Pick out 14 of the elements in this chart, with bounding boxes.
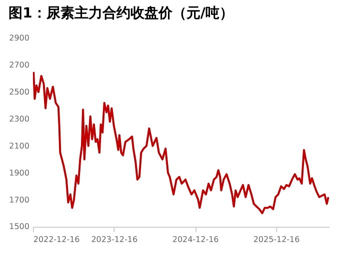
y-tick-label: 2300 [9, 114, 30, 124]
x-tick-label: 2023-12-16 [91, 235, 138, 244]
x-tick-label: 2025-12-16 [253, 235, 300, 244]
y-tick-label: 1500 [9, 222, 30, 232]
y-tick-label: 1700 [9, 195, 30, 204]
y-tick-label: 2700 [9, 60, 30, 70]
x-tick-label: 2022-12-16 [33, 235, 80, 244]
chart-title: 图1：尿素主力合约收盘价（元/吨） [8, 4, 234, 22]
line-series [32, 70, 330, 214]
y-tick-label: 2500 [9, 88, 30, 97]
x-tick-label: 2024-12-16 [172, 235, 219, 244]
y-tick-label: 2900 [9, 34, 30, 43]
y-tick-label: 1900 [9, 168, 30, 178]
y-tick-label: 2100 [9, 141, 30, 150]
